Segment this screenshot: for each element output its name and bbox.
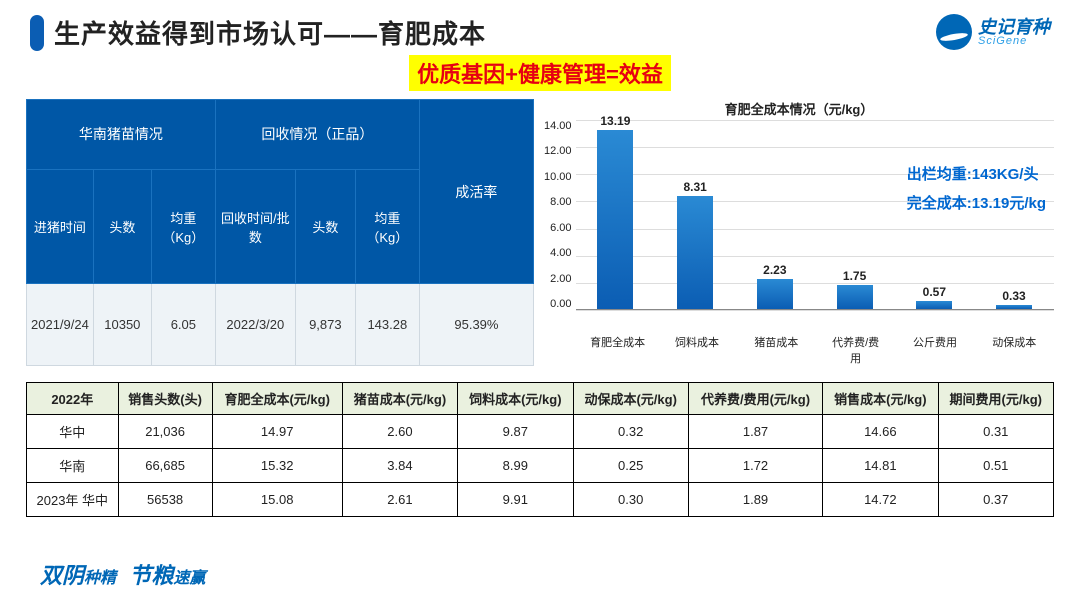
page-title: 生产效益得到市场认可——育肥成本 — [54, 14, 486, 51]
chart-notes: 出栏均重:143KG/头 完全成本:13.19元/kg — [907, 163, 1046, 213]
logo-text-en: SciGene — [978, 36, 1050, 47]
th-sub: 头数 — [93, 169, 151, 283]
chart-note-1: 出栏均重:143KG/头 — [907, 163, 1046, 184]
data-table-body: 华中21,03614.972.609.870.321.8714.660.31华南… — [27, 415, 1054, 517]
subtitle-wrap: 优质基因+健康管理=效益 — [0, 55, 1080, 91]
table-row: 2023年 华中5653815.082.619.910.301.8914.720… — [27, 483, 1054, 517]
header: 生产效益得到市场认可——育肥成本 史记育种 SciGene — [0, 0, 1080, 51]
th-survival: 成活率 — [419, 100, 533, 284]
th-sub: 均重（Kg） — [355, 169, 419, 283]
title-mark-icon — [30, 15, 44, 51]
footer-slogan: 双阴种精 节粮速赢 — [40, 558, 205, 590]
table-row: 华南66,68515.323.848.990.251.7214.810.51 — [27, 449, 1054, 483]
cost-chart: 育肥全成本情况（元/kg） 14.0012.0010.008.006.004.0… — [544, 99, 1054, 366]
summary-table: 华南猪苗情况 回收情况（正品） 成活率 进猪时间 头数 均重（Kg） 回收时间/… — [26, 99, 534, 366]
th-sub: 均重（Kg） — [151, 169, 215, 283]
th-sub: 回收时间/批数 — [215, 169, 295, 283]
table-row: 华中21,03614.972.609.870.321.8714.660.31 — [27, 415, 1054, 449]
data-table-head: 2022年销售头数(头)育肥全成本(元/kg)猪苗成本(元/kg)饲料成本(元/… — [27, 383, 1054, 415]
chart-xaxis: 育肥全成本饲料成本猪苗成本代养费/费用公斤费用动保成本 — [544, 334, 1054, 366]
logo-icon — [936, 14, 972, 50]
subtitle: 优质基因+健康管理=效益 — [409, 55, 671, 91]
th-group1: 华南猪苗情况 — [27, 100, 216, 170]
th-group2: 回收情况（正品） — [215, 100, 419, 170]
logo: 史记育种 SciGene — [936, 14, 1050, 50]
chart-yaxis: 14.0012.0010.008.006.004.002.000.00 — [544, 120, 576, 310]
th-sub: 头数 — [295, 169, 355, 283]
logo-text-cn: 史记育种 — [978, 18, 1050, 36]
title-bar: 生产效益得到市场认可——育肥成本 — [30, 14, 486, 51]
th-sub: 进猪时间 — [27, 169, 94, 283]
chart-plot: 13.198.312.231.750.570.33 — [576, 120, 1054, 310]
chart-note-2: 完全成本:13.19元/kg — [907, 192, 1046, 213]
table-row: 2021/9/24 10350 6.05 2022/3/20 9,873 143… — [27, 284, 534, 366]
chart-bars: 13.198.312.231.750.570.33 — [576, 120, 1054, 309]
data-table: 2022年销售头数(头)育肥全成本(元/kg)猪苗成本(元/kg)饲料成本(元/… — [26, 382, 1054, 517]
